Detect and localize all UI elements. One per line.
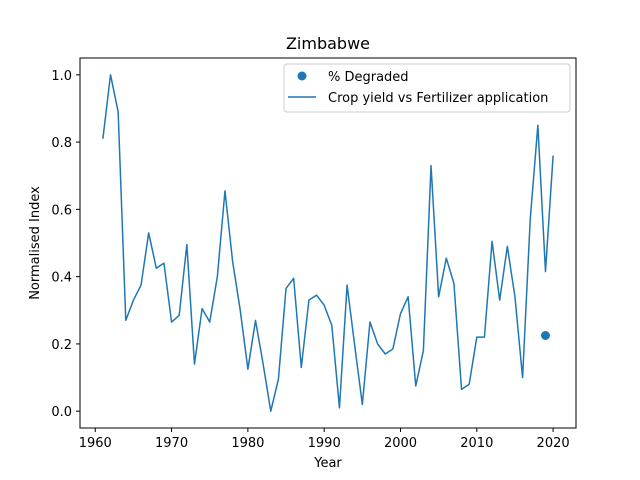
x-tick-label: 2020 <box>537 436 570 451</box>
x-tick-label: 1970 <box>155 436 188 451</box>
legend-label-degraded: % Degraded <box>328 70 409 85</box>
y-tick-label: 0.2 <box>51 338 72 353</box>
y-tick-label: 0.0 <box>51 405 72 420</box>
x-axis: 1960 1970 1980 1990 2000 2010 2020 <box>79 428 570 451</box>
legend-marker-degraded <box>297 71 307 81</box>
chart-title: Zimbabwe <box>286 34 370 53</box>
series-line-crop-yield <box>102 74 554 412</box>
y-axis: 0.0 0.2 0.4 0.6 0.8 1.0 <box>51 69 80 420</box>
y-axis-label: Normalised Index <box>28 186 43 300</box>
axes-frame <box>79 57 577 429</box>
x-tick-label: 1960 <box>79 436 112 451</box>
x-axis-label: Year <box>313 456 342 471</box>
y-tick-label: 0.8 <box>51 136 72 151</box>
legend: % Degraded Crop yield vs Fertilizer appl… <box>283 63 571 113</box>
x-tick-label: 2010 <box>460 436 493 451</box>
legend-label-crop-yield: Crop yield vs Fertilizer application <box>328 91 548 106</box>
y-tick-label: 0.4 <box>51 271 72 286</box>
x-tick-label: 2000 <box>384 436 417 451</box>
y-tick-label: 0.6 <box>51 203 72 218</box>
x-tick-label: 1980 <box>231 436 264 451</box>
y-tick-label: 1.0 <box>51 69 72 84</box>
legend-box <box>283 63 571 113</box>
plot-area <box>102 74 554 412</box>
x-tick-label: 1990 <box>308 436 341 451</box>
data-point-degraded <box>540 331 550 340</box>
